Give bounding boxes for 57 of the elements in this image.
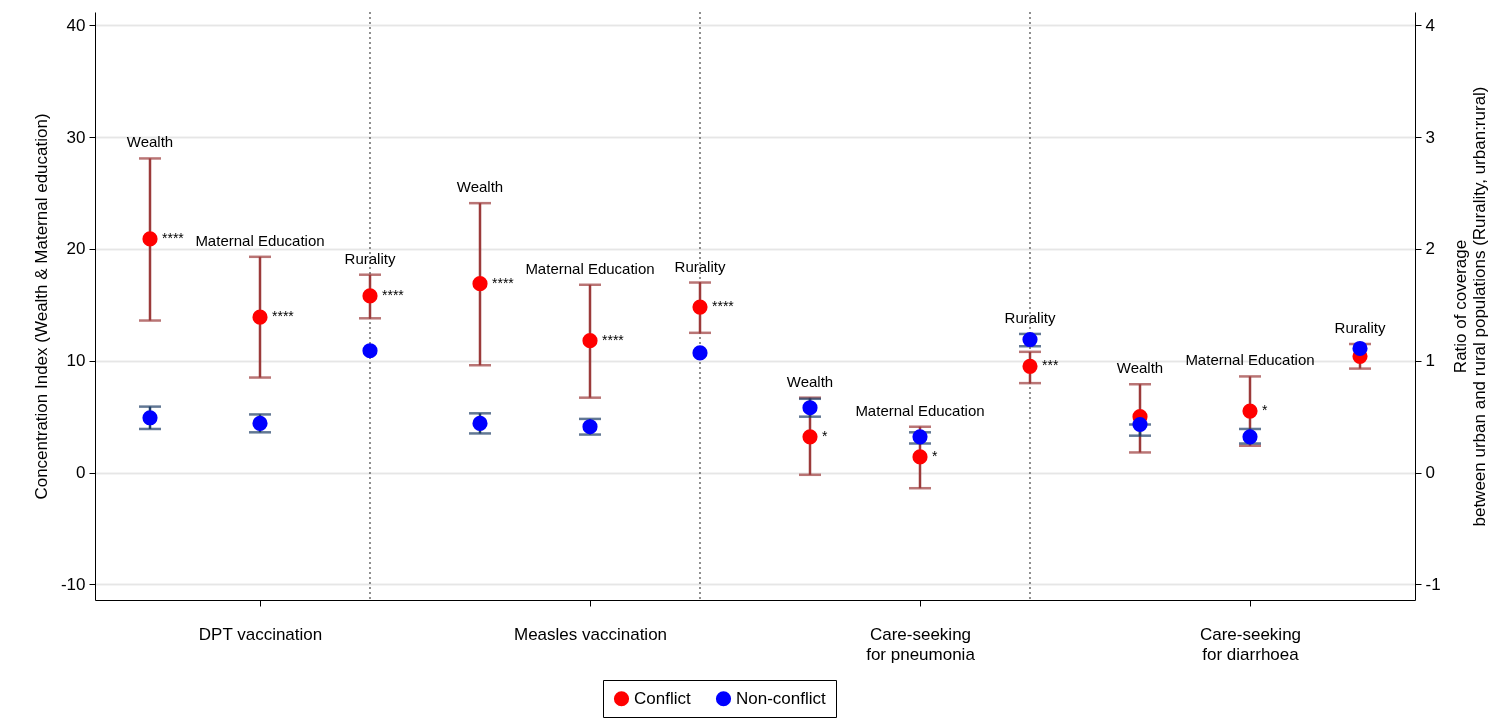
data-label: *: [1262, 402, 1268, 419]
y-axis-title: Concentration Index (Wealth & Maternal education): [31, 113, 51, 500]
y2-tick-label: 4: [1425, 15, 1435, 35]
point: [692, 345, 708, 361]
x-tick-label: Care-seeking for pneumonia: [866, 624, 976, 664]
annotation: Rurality: [674, 257, 726, 275]
annotation: Wealth: [1116, 359, 1164, 377]
annotation: Maternal Education: [525, 259, 655, 277]
annotation: Wealth: [786, 372, 834, 390]
data-label: ****: [162, 229, 185, 246]
annotation: Wealth: [456, 178, 504, 196]
annotation: Maternal Education: [1185, 351, 1315, 369]
point: [362, 288, 378, 304]
x-tick-label: DPT vaccination: [198, 624, 323, 644]
point: [1132, 416, 1148, 433]
x-tick-label: Care-seeking for diarrhoea: [1199, 624, 1302, 664]
point: [1242, 403, 1258, 419]
y-tick-label: 0: [76, 463, 86, 483]
point: [692, 299, 708, 315]
legend-label: Conflict: [634, 688, 691, 708]
data-label: ****: [272, 308, 295, 325]
data-label: ***: [1042, 357, 1059, 374]
y-tick-label: 20: [66, 239, 86, 259]
point: [802, 429, 818, 445]
data-label: *: [932, 447, 938, 464]
annotation: Maternal Education: [855, 401, 985, 419]
y2-tick-label: 3: [1425, 127, 1435, 147]
x-tick-label: Measles vaccination: [513, 624, 668, 644]
y-tick-label: 10: [66, 351, 86, 371]
point: [472, 276, 488, 292]
annotation: Rurality: [1334, 319, 1386, 337]
legend-label: Non-conflict: [736, 688, 827, 708]
y2-tick-label: -1: [1425, 574, 1441, 594]
point: [1022, 358, 1038, 374]
annotation: Rurality: [1004, 308, 1056, 326]
point: [912, 449, 928, 465]
annotation: Rurality: [344, 249, 396, 267]
y-tick-label: -10: [60, 574, 86, 594]
point: [142, 410, 158, 426]
point: [362, 343, 378, 359]
data-label: ****: [602, 331, 625, 348]
point: [1352, 340, 1368, 357]
point: [582, 333, 598, 349]
point: [142, 231, 158, 247]
point: [252, 309, 268, 325]
data-label: ****: [382, 286, 405, 303]
y2-tick-label: 0: [1425, 463, 1435, 483]
annotation: Maternal Education: [195, 231, 325, 249]
annotation: Wealth: [126, 133, 174, 151]
data-label: ****: [492, 274, 515, 291]
y-tick-label: 30: [66, 127, 86, 147]
y2-tick-label: 1: [1425, 351, 1435, 371]
y-tick-label: 40: [66, 15, 86, 35]
y2-tick-label: 2: [1425, 239, 1435, 259]
y2-axis-title: Ratio of coverage between urban and rural populations (Rurality, urban:rural): [1450, 86, 1489, 527]
data-label: ****: [712, 298, 735, 315]
data-label: *: [822, 427, 828, 444]
